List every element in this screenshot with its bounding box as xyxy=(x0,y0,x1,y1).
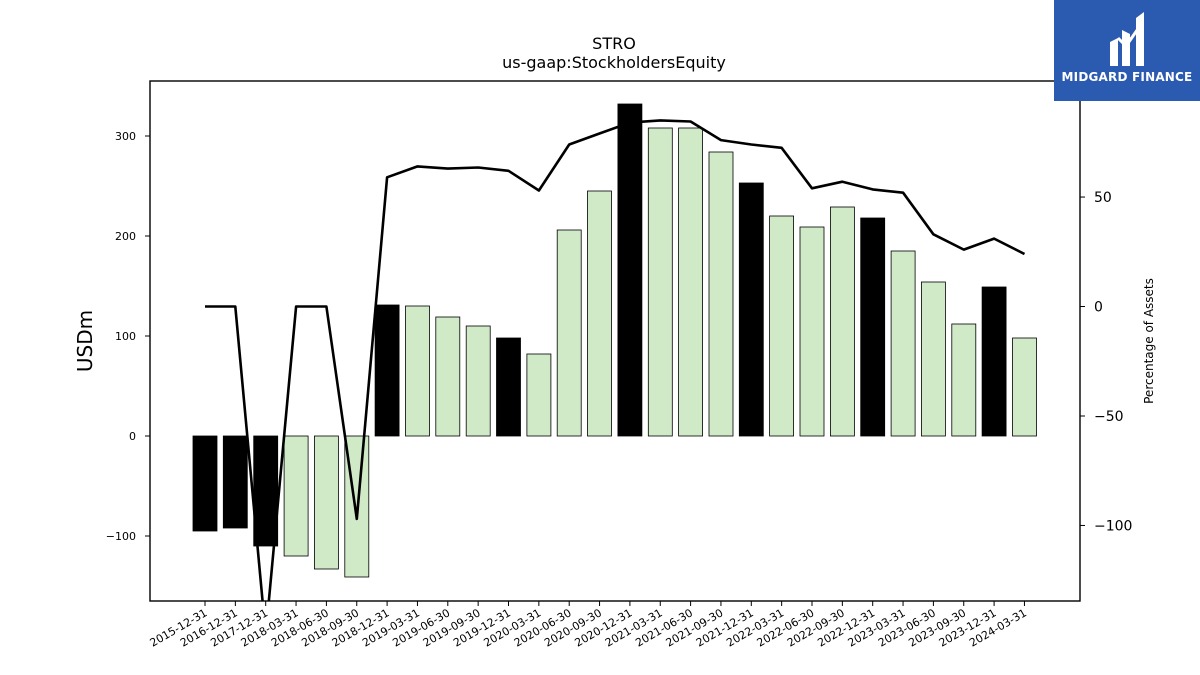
bar-2018-06-30 xyxy=(313,435,339,570)
bar-2022-03-31 xyxy=(769,215,794,437)
bar-2019-06-30 xyxy=(435,316,461,437)
bar-2021-06-30 xyxy=(678,127,703,437)
y2-axis-label: Percentage of Assets xyxy=(1142,278,1156,404)
bar-2021-12-31 xyxy=(738,182,764,437)
bar-2019-03-31 xyxy=(405,305,430,437)
bar-2022-06-30 xyxy=(799,226,825,437)
bar-2023-12-31 xyxy=(981,286,1007,437)
midgard-logo-icon xyxy=(1110,12,1144,66)
brand-name: MIDGARD FINANCE xyxy=(1061,70,1193,84)
bar-2016-12-31 xyxy=(222,435,248,529)
bar-2023-03-31 xyxy=(890,250,916,437)
bar-2020-12-31 xyxy=(617,103,643,437)
y-axis-label: USDm xyxy=(73,310,97,372)
y-tick-label: 200 xyxy=(115,230,136,243)
line-layer xyxy=(205,119,1026,601)
bar-2022-12-31 xyxy=(860,217,886,437)
y-tick-label: 300 xyxy=(115,130,136,143)
y-tick-label: 0 xyxy=(129,430,136,443)
bar-2018-03-31 xyxy=(283,435,309,557)
bars-layer xyxy=(192,103,1037,578)
y2-tick-label: −100 xyxy=(1094,518,1132,534)
chart-subtitle: us-gaap:StockholdersEquity xyxy=(502,53,726,72)
bar-2024-03-31 xyxy=(1012,337,1037,437)
percentage-line xyxy=(205,119,1026,601)
bar-2020-03-31 xyxy=(526,353,552,437)
bar-2015-12-31 xyxy=(192,435,218,532)
bar-2020-09-30 xyxy=(587,190,612,437)
bar-2019-12-31 xyxy=(496,337,521,437)
bar-2018-12-31 xyxy=(374,304,400,437)
bar-2020-06-30 xyxy=(556,229,582,437)
bar-2023-06-30 xyxy=(921,281,946,437)
chart-title: STRO xyxy=(592,34,636,53)
y-tick-label: 100 xyxy=(115,330,136,343)
bar-2021-03-31 xyxy=(647,127,673,437)
plot-frame xyxy=(149,80,1081,602)
y-tick-label: −100 xyxy=(106,530,136,543)
bar-2017-12-31 xyxy=(253,435,279,547)
bar-2022-09-30 xyxy=(830,206,855,437)
y2-tick-label: −50 xyxy=(1094,409,1124,425)
bar-2023-09-30 xyxy=(951,323,977,437)
y2-tick-label: 50 xyxy=(1094,190,1112,206)
brand-logo: MIDGARD FINANCE xyxy=(1054,0,1200,101)
y2-tick-label: 0 xyxy=(1094,300,1103,316)
bar-2019-09-30 xyxy=(465,325,491,437)
bar-2021-09-30 xyxy=(708,151,734,437)
